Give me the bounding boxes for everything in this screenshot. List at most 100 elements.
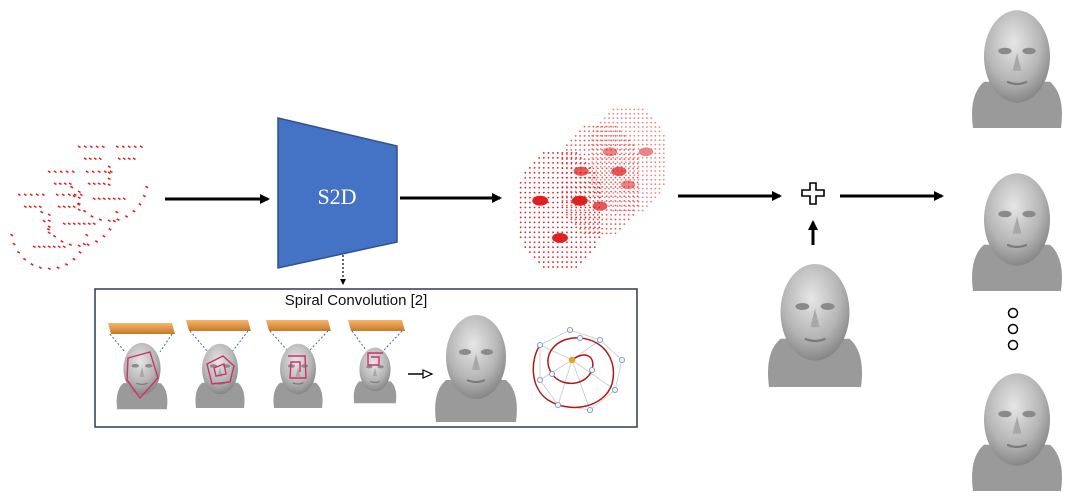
dense-point <box>623 218 626 221</box>
dense-point <box>624 178 627 181</box>
dense-point <box>542 261 545 263</box>
dense-point <box>566 261 568 263</box>
dense-point <box>579 130 582 133</box>
dense-point <box>624 209 627 212</box>
dense-point <box>616 200 619 203</box>
dense-point <box>556 246 559 249</box>
dense-point <box>601 135 604 137</box>
dense-point <box>596 227 599 230</box>
dense-point <box>646 143 648 146</box>
dense-point <box>547 266 550 268</box>
dense-point <box>623 199 626 202</box>
dense-point <box>632 213 635 216</box>
dense-point <box>579 191 582 194</box>
dense-point <box>592 135 595 137</box>
dense-point <box>588 135 590 137</box>
dense-point <box>618 204 621 207</box>
dense-point <box>528 211 531 214</box>
dense-point <box>618 190 621 193</box>
dense-point <box>588 199 590 202</box>
dense-point <box>533 256 536 259</box>
dense-point <box>556 181 559 184</box>
dense-point <box>566 256 568 259</box>
dense-point <box>583 139 586 142</box>
dense-point <box>552 152 554 154</box>
dense-point <box>566 166 568 169</box>
dense-point <box>650 161 653 164</box>
dense-point <box>610 232 612 235</box>
dense-point <box>636 172 639 174</box>
dense-point <box>595 170 598 172</box>
landmark-point <box>107 183 111 187</box>
dense-point <box>614 213 617 216</box>
dense-point <box>610 144 612 147</box>
dense-point <box>650 196 653 199</box>
dense-point <box>598 196 601 199</box>
dense-point <box>610 135 612 137</box>
dense-point <box>528 221 531 224</box>
dense-point <box>542 161 545 164</box>
dense-point <box>575 261 578 263</box>
dense-point <box>579 157 582 159</box>
dense-point <box>566 171 568 174</box>
dense-point <box>605 186 608 188</box>
dense-point <box>566 176 568 179</box>
landmark-point <box>95 145 99 149</box>
dense-point <box>524 176 527 179</box>
landmark-point <box>47 245 51 249</box>
dense-point <box>646 117 648 120</box>
dense-point <box>612 161 615 164</box>
landmark-point <box>107 197 111 201</box>
dense-point <box>601 158 604 161</box>
dense-point <box>608 183 610 186</box>
dense-point <box>528 231 531 234</box>
dense-point <box>566 181 568 184</box>
dense-point <box>524 206 527 209</box>
dense-point <box>561 186 564 189</box>
dense-point <box>596 144 599 147</box>
dense-point <box>633 152 636 155</box>
dense-point <box>610 190 612 193</box>
dense-point <box>650 170 653 172</box>
dense-point <box>583 153 586 156</box>
dense-point <box>542 256 545 259</box>
dense-point <box>589 181 592 184</box>
dense-point <box>584 186 587 189</box>
landmark-point <box>107 165 111 169</box>
dense-point <box>547 226 550 229</box>
dense-point <box>629 143 632 146</box>
landmark-point <box>12 242 16 246</box>
dense-point <box>547 157 550 159</box>
dense-point <box>662 148 665 150</box>
landmark-point <box>77 145 81 149</box>
dense-point <box>556 157 559 159</box>
dense-point <box>591 183 594 186</box>
dense-point <box>624 165 627 168</box>
dense-point <box>592 186 595 188</box>
dense-point <box>623 213 626 216</box>
dense-point <box>637 209 640 212</box>
landmark-point <box>72 222 76 226</box>
dense-point <box>629 156 632 159</box>
dense-point <box>596 139 599 142</box>
dense-point <box>618 148 621 151</box>
dense-point <box>618 162 621 165</box>
dense-point <box>593 241 596 244</box>
landmark-point <box>145 185 149 189</box>
landmark-point <box>70 185 74 189</box>
dense-point <box>593 201 596 204</box>
dense-point <box>623 190 626 193</box>
dense-point <box>608 192 610 194</box>
dense-point <box>574 209 577 212</box>
landmark-point <box>61 193 65 197</box>
dense-point <box>575 186 578 189</box>
dense-point <box>603 121 606 124</box>
dense-point <box>566 266 568 268</box>
dense-point <box>627 162 630 165</box>
dense-point <box>603 156 606 159</box>
dense-point <box>624 174 627 177</box>
landmark-point <box>93 157 97 161</box>
dense-point <box>608 134 610 137</box>
dense-point <box>533 221 536 224</box>
dense-point <box>561 152 564 154</box>
